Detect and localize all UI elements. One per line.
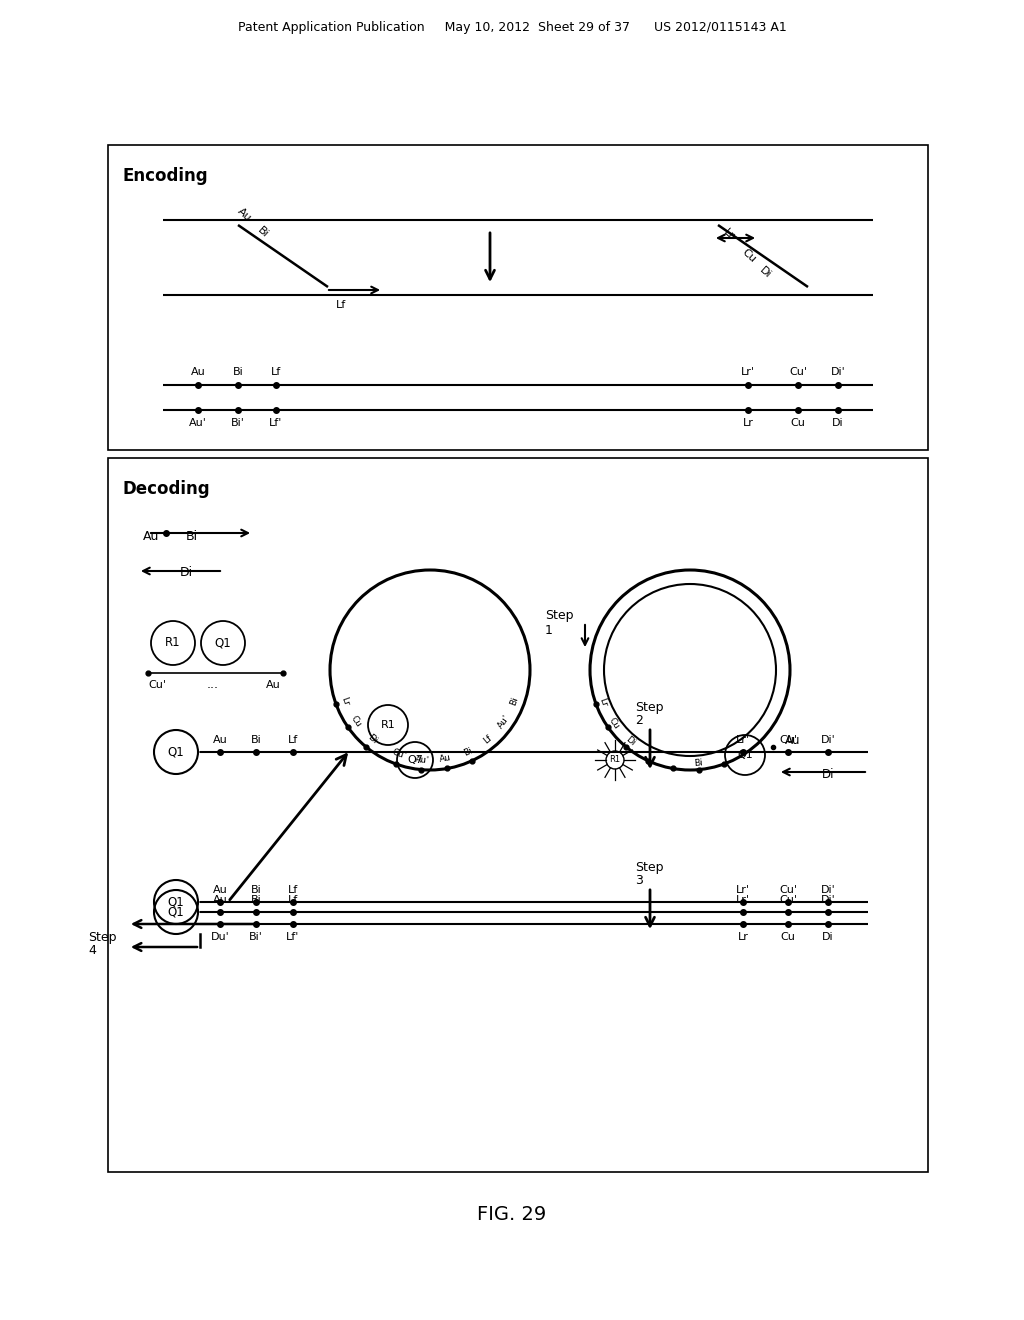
Text: Bi: Bi [462, 746, 474, 758]
Text: Au: Au [236, 206, 254, 223]
Text: Lf': Lf' [269, 418, 283, 428]
Text: Encoding: Encoding [123, 168, 209, 185]
Text: R1: R1 [609, 755, 621, 764]
Text: Bi: Bi [251, 884, 261, 895]
Bar [108, 458, 928, 1172]
Text: Di: Di [833, 418, 844, 428]
Text: Cu: Cu [349, 714, 364, 729]
Text: Step: Step [635, 861, 664, 874]
Text: Di: Di [822, 932, 834, 942]
Text: Q1: Q1 [215, 636, 231, 649]
Text: Au': Au' [415, 755, 430, 764]
Text: Au: Au [785, 734, 801, 747]
Text: Lf: Lf [288, 884, 298, 895]
Text: R1: R1 [165, 636, 181, 649]
Text: Di: Di [624, 735, 637, 747]
Text: Lr': Lr' [736, 884, 750, 895]
Text: Lf: Lf [271, 367, 282, 378]
Text: 1: 1 [545, 623, 553, 636]
Text: 4: 4 [88, 944, 96, 957]
Text: Lf: Lf [482, 733, 494, 744]
Text: Q1: Q1 [737, 750, 753, 760]
Text: Cu: Cu [740, 247, 758, 264]
Text: Cu': Cu' [391, 748, 408, 762]
Text: Di: Di [366, 733, 379, 746]
Text: Cu: Cu [780, 932, 796, 942]
Text: Bi: Bi [693, 758, 702, 767]
Text: Lr: Lr [597, 696, 608, 708]
Text: Lr: Lr [340, 696, 351, 706]
Text: Au: Au [213, 884, 227, 895]
Text: Di: Di [758, 265, 773, 280]
Text: Lf: Lf [288, 735, 298, 744]
Text: Step: Step [635, 701, 664, 714]
Text: Lr: Lr [737, 932, 749, 942]
Text: Lr: Lr [742, 418, 754, 428]
Text: Cu': Cu' [779, 884, 797, 895]
Text: Q1: Q1 [168, 746, 184, 759]
Text: Au: Au [265, 680, 281, 690]
Bar [108, 145, 928, 450]
Text: Di': Di' [820, 895, 836, 906]
Text: Lr': Lr' [736, 735, 750, 744]
Text: Di': Di' [820, 735, 836, 744]
Text: Di': Di' [830, 367, 846, 378]
Text: Cu': Cu' [779, 895, 797, 906]
Text: 2: 2 [635, 714, 643, 727]
Text: Au: Au [213, 895, 227, 906]
Text: Lf: Lf [288, 895, 298, 906]
Text: Cu': Cu' [779, 735, 797, 744]
Text: Bi: Bi [232, 367, 244, 378]
Text: Lf: Lf [336, 300, 346, 310]
Text: Di': Di' [820, 884, 836, 895]
Text: Step: Step [88, 931, 117, 944]
Text: Bi: Bi [251, 735, 261, 744]
Text: Patent Application Publication     May 10, 2012  Sheet 29 of 37      US 2012/011: Patent Application Publication May 10, 2… [238, 21, 786, 33]
Text: Di: Di [179, 566, 193, 579]
Text: Q7: Q7 [408, 755, 423, 766]
Text: 3: 3 [635, 874, 643, 887]
Text: Q1: Q1 [168, 906, 184, 919]
Text: ...: ... [207, 678, 219, 692]
Text: Di: Di [821, 767, 835, 780]
Text: Lf': Lf' [287, 932, 300, 942]
Text: Cu: Cu [606, 715, 621, 731]
Text: Lr': Lr' [741, 367, 755, 378]
Text: Lr: Lr [722, 227, 737, 242]
Text: Au': Au' [496, 713, 512, 730]
Text: Step: Step [545, 609, 573, 622]
Text: R1: R1 [381, 719, 395, 730]
Text: Decoding: Decoding [123, 480, 211, 498]
Text: Cu': Cu' [148, 680, 166, 690]
Text: Bi': Bi' [249, 932, 263, 942]
Text: Bi: Bi [186, 529, 198, 543]
Text: Bi: Bi [509, 696, 520, 706]
Text: Cu': Cu' [790, 367, 807, 378]
Text: Au: Au [213, 735, 227, 744]
Text: FIG. 29: FIG. 29 [477, 1205, 547, 1225]
Text: Cu: Cu [791, 418, 806, 428]
Text: Au: Au [143, 529, 160, 543]
Text: Au: Au [190, 367, 206, 378]
Text: Q1: Q1 [168, 895, 184, 908]
Text: Bi': Bi' [231, 418, 245, 428]
Text: Bi: Bi [256, 226, 270, 240]
Text: Du': Du' [211, 932, 229, 942]
Text: Au: Au [439, 754, 453, 764]
Text: Au': Au' [189, 418, 207, 428]
Text: Lr': Lr' [736, 895, 750, 906]
Text: Bi: Bi [251, 895, 261, 906]
